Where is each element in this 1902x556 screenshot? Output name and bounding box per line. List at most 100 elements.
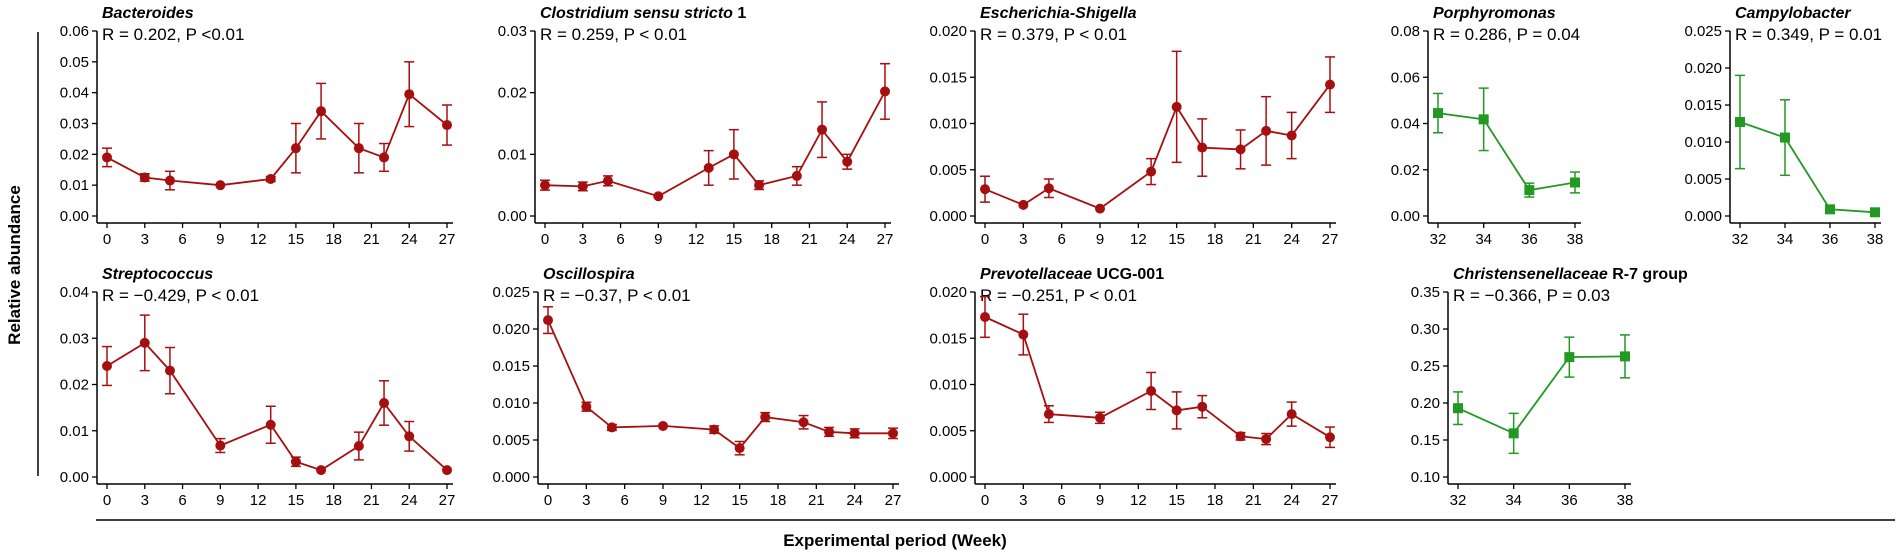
data-point xyxy=(1325,79,1335,90)
panel-title-part: Christensenellaceae xyxy=(1453,266,1608,283)
data-point xyxy=(1261,434,1272,445)
data-point xyxy=(602,175,613,186)
y-tick-label: 0.000 xyxy=(929,208,967,225)
x-tick-label: 15 xyxy=(288,231,305,248)
series-line xyxy=(1437,112,1576,192)
data-point xyxy=(1825,204,1835,215)
y-axis-label: Relative abundance xyxy=(5,185,24,345)
x-tick-label: 12 xyxy=(250,231,267,248)
data-point xyxy=(760,412,771,423)
x-tick-label: 15 xyxy=(731,492,748,509)
x-tick-label: 21 xyxy=(363,492,380,509)
y-tick-label: 0.03 xyxy=(498,23,527,40)
data-point xyxy=(734,443,745,454)
x-tick-label: 36 xyxy=(1521,231,1538,248)
x-tick-label: 38 xyxy=(1867,231,1884,248)
x-tick-label: 6 xyxy=(1057,231,1065,248)
data-point xyxy=(817,124,828,135)
data-point xyxy=(404,89,415,100)
series-line xyxy=(106,92,448,187)
data-point xyxy=(703,162,714,173)
x-tick-label: 24 xyxy=(401,492,418,509)
x-tick-label: 36 xyxy=(1822,231,1839,248)
x-tick-label: 27 xyxy=(885,492,902,509)
x-tick-label: 18 xyxy=(770,492,787,509)
data-point xyxy=(754,180,765,191)
y-tick-label: 0.02 xyxy=(60,146,89,163)
x-tick-label: 32 xyxy=(1450,492,1467,509)
data-point xyxy=(1235,144,1246,155)
x-tick-label: 9 xyxy=(1096,231,1104,248)
panel-title-part: Prevotellaceae xyxy=(980,266,1092,283)
x-tick-label: 38 xyxy=(1567,231,1584,248)
x-tick-label: 27 xyxy=(1322,231,1339,248)
x-tick-label: 0 xyxy=(544,492,552,509)
panel-title: Bacteroides xyxy=(102,5,194,22)
x-tick-label: 12 xyxy=(250,492,267,509)
x-tick-label: 18 xyxy=(763,231,780,248)
y-tick-label: 0.020 xyxy=(492,321,530,338)
x-tick-label: 9 xyxy=(659,492,667,509)
data-point xyxy=(1478,114,1489,125)
x-tick-label: 24 xyxy=(1283,231,1300,248)
y-tick-label: 0.025 xyxy=(1684,23,1722,40)
panel-title: Christensenellaceae R-7 group xyxy=(1453,266,1688,283)
y-tick-label: 0.25 xyxy=(1411,358,1440,375)
chart-panel-6: 0.00 0.01 0.02 0.03 0.04 0 3 6 9 12 15 18 21 24 27 Stre… xyxy=(60,266,456,509)
data-point xyxy=(1197,142,1208,153)
x-tick-label: 21 xyxy=(1245,492,1262,509)
x-tick-label: 12 xyxy=(1130,231,1147,248)
chart-panel-9: 0.10 0.15 0.20 0.25 0.30 0.35 32 34 36 38 Christen… xyxy=(1411,266,1688,509)
x-tick-label: 34 xyxy=(1777,231,1794,248)
data-point xyxy=(1735,117,1745,128)
data-point xyxy=(1870,207,1880,218)
data-point xyxy=(1453,403,1463,414)
x-tick-label: 0 xyxy=(103,492,111,509)
series-line xyxy=(544,90,886,198)
x-tick-label: 18 xyxy=(1207,492,1224,509)
x-tick-label: 34 xyxy=(1505,492,1522,509)
data-point xyxy=(353,441,364,452)
x-tick-label: 3 xyxy=(141,231,149,248)
data-point xyxy=(1095,412,1105,423)
panel-stat: R = 0.259, P < 0.01 xyxy=(540,25,687,44)
x-tick-label: 24 xyxy=(401,231,418,248)
series-line xyxy=(984,316,1331,441)
y-tick-label: 0.30 xyxy=(1411,321,1440,338)
y-tick-label: 0.005 xyxy=(1684,171,1722,188)
x-axis-label: Experimental period (Week) xyxy=(783,531,1007,550)
data-point xyxy=(102,361,112,371)
data-point xyxy=(1146,166,1157,177)
y-tick-label: 0.10 xyxy=(1411,469,1440,486)
y-tick-label: 0.03 xyxy=(60,330,89,347)
x-tick-label: 12 xyxy=(1130,492,1147,509)
x-tick-label: 9 xyxy=(216,492,224,509)
x-tick-label: 32 xyxy=(1732,231,1749,248)
chart-panel-8: 0.000 0.005 0.010 0.015 0.020 0 3 6 9 12 15 18 21 24 2… xyxy=(929,266,1338,509)
x-tick-label: 27 xyxy=(439,492,456,509)
x-tick-label: 0 xyxy=(981,231,989,248)
panel-title-part: R-7 group xyxy=(1608,266,1688,283)
x-tick-label: 32 xyxy=(1430,231,1447,248)
data-point xyxy=(849,428,860,439)
x-tick-label: 3 xyxy=(1019,231,1027,248)
x-tick-label: 27 xyxy=(1322,492,1339,509)
x-tick-label: 3 xyxy=(141,492,149,509)
panel-title-part: Campylobacter xyxy=(1735,5,1851,22)
data-point xyxy=(1433,108,1443,119)
data-point xyxy=(164,365,175,376)
x-tick-label: 18 xyxy=(1207,231,1224,248)
y-tick-label: 0.010 xyxy=(929,116,967,133)
y-tick-label: 0.020 xyxy=(929,284,967,301)
data-point xyxy=(1043,183,1054,194)
data-point xyxy=(1570,177,1580,188)
x-tick-label: 3 xyxy=(582,492,590,509)
data-point xyxy=(379,398,390,408)
y-tick-label: 0.00 xyxy=(60,469,89,486)
y-tick-label: 0.06 xyxy=(60,23,89,40)
y-tick-label: 0.000 xyxy=(492,469,530,486)
data-point xyxy=(888,428,898,439)
data-point xyxy=(316,106,327,117)
data-point xyxy=(102,152,112,163)
y-tick-label: 0.08 xyxy=(1391,23,1420,40)
